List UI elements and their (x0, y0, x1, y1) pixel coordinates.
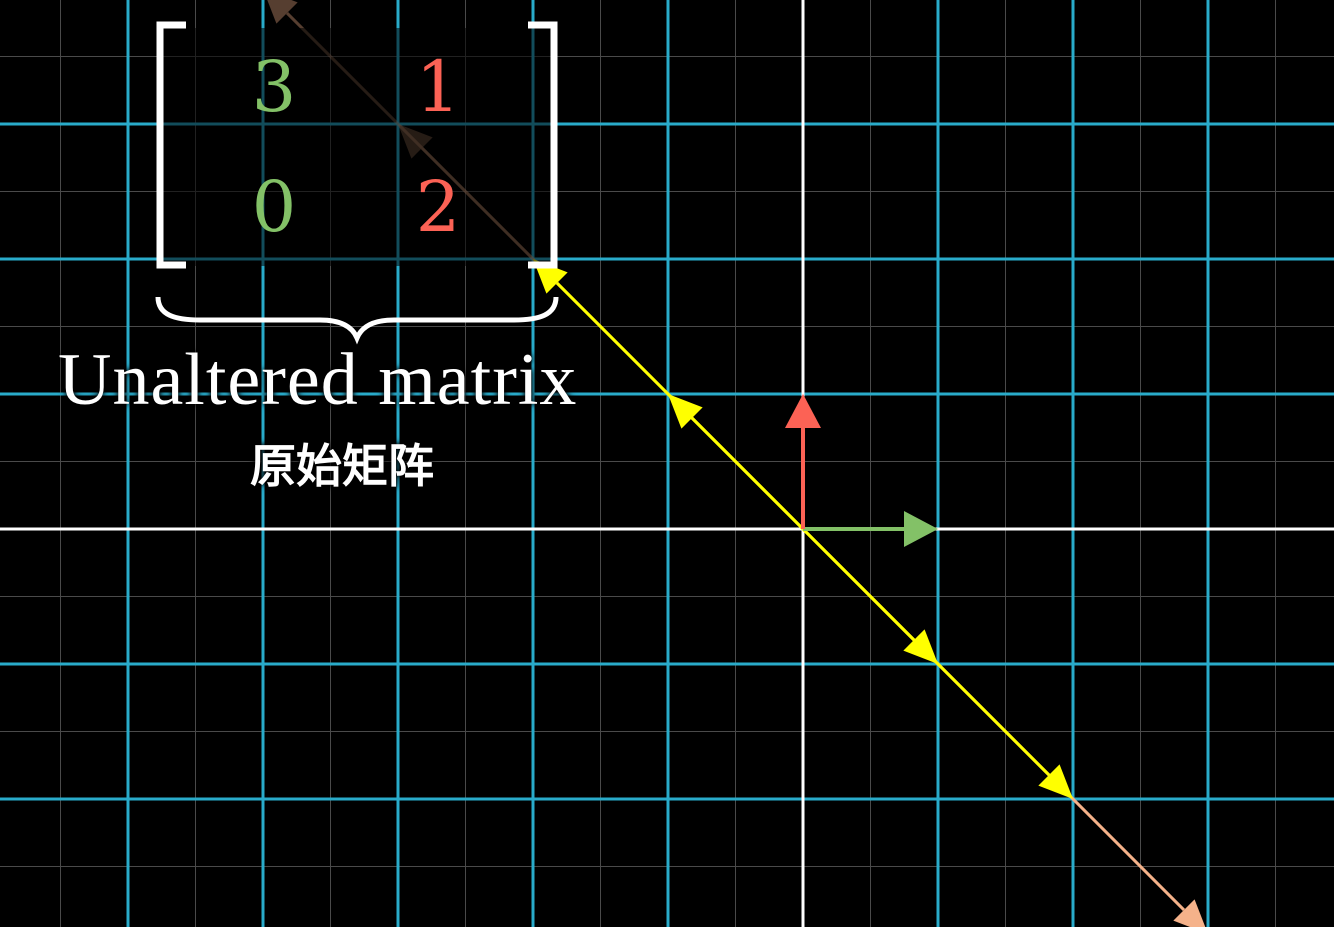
matrix-label-english: Unaltered matrix (58, 339, 578, 421)
matrix-right-bracket (528, 21, 558, 269)
eigen-vector-head (267, 0, 298, 24)
matrix-backdrop (160, 28, 555, 266)
j-hat-vector (785, 394, 821, 529)
matrix-entry-a11: 3 (251, 46, 297, 128)
eigen-vector-head (1038, 764, 1073, 799)
eigen-vector-shaft (801, 527, 916, 642)
j-hat-vector-head (785, 394, 821, 428)
i-hat-vector-head (904, 511, 938, 547)
matrix-entry-a22: 2 (415, 166, 461, 248)
matrix-entry-a21: 0 (251, 166, 297, 248)
eigen-vector-head (903, 629, 938, 664)
eigen-vector-shaft (690, 416, 805, 531)
basis-vectors (785, 394, 938, 547)
matrix-entry-a12: 1 (415, 46, 461, 128)
curly-brace (155, 296, 559, 345)
eigen-vector (801, 527, 938, 664)
i-hat-vector (803, 511, 938, 547)
eigen-vector (668, 394, 805, 531)
eigen-vector-head (1173, 899, 1206, 927)
eigen-vector-head (668, 394, 703, 429)
matrix-panel (155, 21, 559, 345)
matrix-left-bracket (156, 21, 186, 269)
matrix-label-chinese: 原始矩阵 (250, 439, 434, 493)
